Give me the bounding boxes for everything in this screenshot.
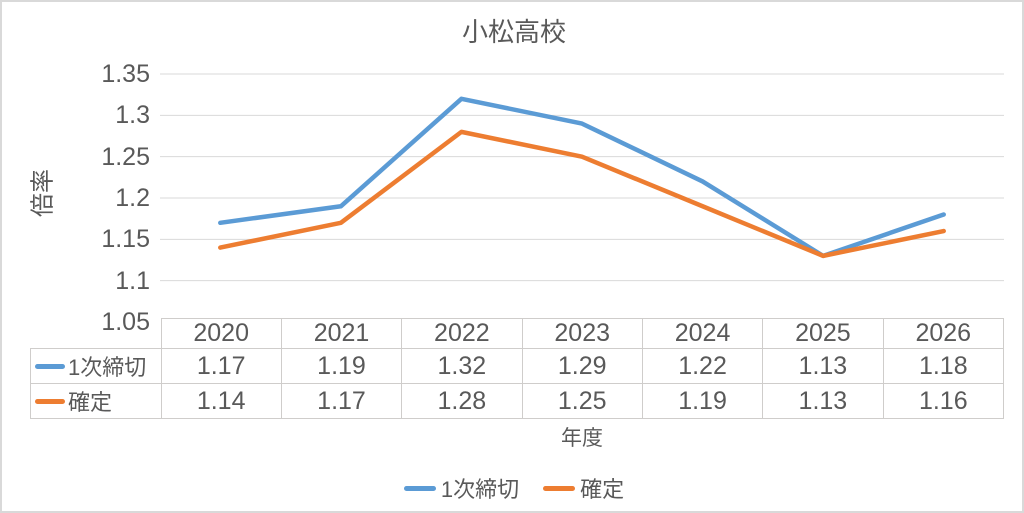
chart-title: 小松高校 — [461, 17, 566, 47]
series-name: 確定 — [68, 390, 113, 415]
y-tick-label: 1.2 — [115, 183, 150, 212]
table-value-cell: 1.13 — [762, 383, 884, 419]
series-key-line-icon — [35, 398, 65, 404]
y-tick-label: 1.05 — [101, 307, 150, 336]
table-value-cell: 1.16 — [882, 383, 1005, 419]
legend-label: 1次締切 — [440, 477, 520, 502]
legend-key-line-icon — [403, 485, 436, 491]
series-line-1次締切 — [218, 96, 946, 259]
x-axis-title: 年度 — [561, 427, 603, 450]
table-year-header: 2020 — [160, 318, 282, 349]
legend-item: 1次締切 — [403, 472, 520, 504]
y-tick-label: 1.15 — [101, 225, 150, 254]
table-year-header: 2025 — [762, 318, 884, 349]
y-tick-label: 1.3 — [115, 101, 150, 130]
table-year-header: 2026 — [882, 318, 1005, 349]
legend-key-line-icon — [543, 485, 576, 491]
legend-label: 確定 — [580, 477, 625, 502]
plot-area — [160, 73, 1004, 282]
table-value-cell: 1.25 — [521, 383, 643, 419]
table-year-header: 2023 — [521, 318, 643, 349]
table-value-cell: 1.18 — [882, 348, 1005, 384]
table-value-cell: 1.32 — [401, 348, 523, 384]
table-year-header: 2022 — [401, 318, 523, 349]
table-value-cell: 1.28 — [401, 383, 523, 419]
table-value-cell: 1.29 — [521, 348, 643, 384]
table-year-header: 2021 — [280, 318, 403, 349]
chart-legend: 1次締切 確定 — [2, 472, 1022, 504]
table-value-cell: 1.13 — [762, 348, 884, 384]
table-spacer-cell — [31, 319, 162, 349]
table-row: 確定 1.14 1.17 1.28 1.25 1.19 1.13 1.16 — [30, 383, 1005, 419]
chart-data-table: 2020 2021 2022 2023 2024 2025 2026 1次締切 1.17 1.19… — [30, 318, 1005, 419]
table-value-cell: 1.17 — [160, 348, 282, 384]
table-value-cell: 1.19 — [641, 383, 764, 419]
series-label-cell: 確定 — [30, 383, 162, 419]
series-line-確定 — [218, 129, 946, 259]
table-value-cell: 1.19 — [280, 348, 403, 384]
table-value-cell: 1.14 — [160, 383, 282, 419]
series-label-cell: 1次締切 — [30, 348, 162, 384]
series-key-line-icon — [35, 363, 65, 369]
table-year-header: 2024 — [641, 318, 764, 349]
y-tick-label: 1.35 — [101, 60, 150, 88]
y-tick-label: 1.1 — [115, 266, 150, 295]
table-value-cell: 1.17 — [280, 383, 403, 419]
table-row: 1次締切 1.17 1.19 1.32 1.29 1.22 1.13 1.18 — [30, 348, 1005, 384]
legend-item: 確定 — [543, 472, 624, 504]
table-value-cell: 1.22 — [641, 348, 764, 384]
series-name: 1次締切 — [68, 355, 147, 380]
y-tick-label: 1.25 — [101, 142, 150, 171]
